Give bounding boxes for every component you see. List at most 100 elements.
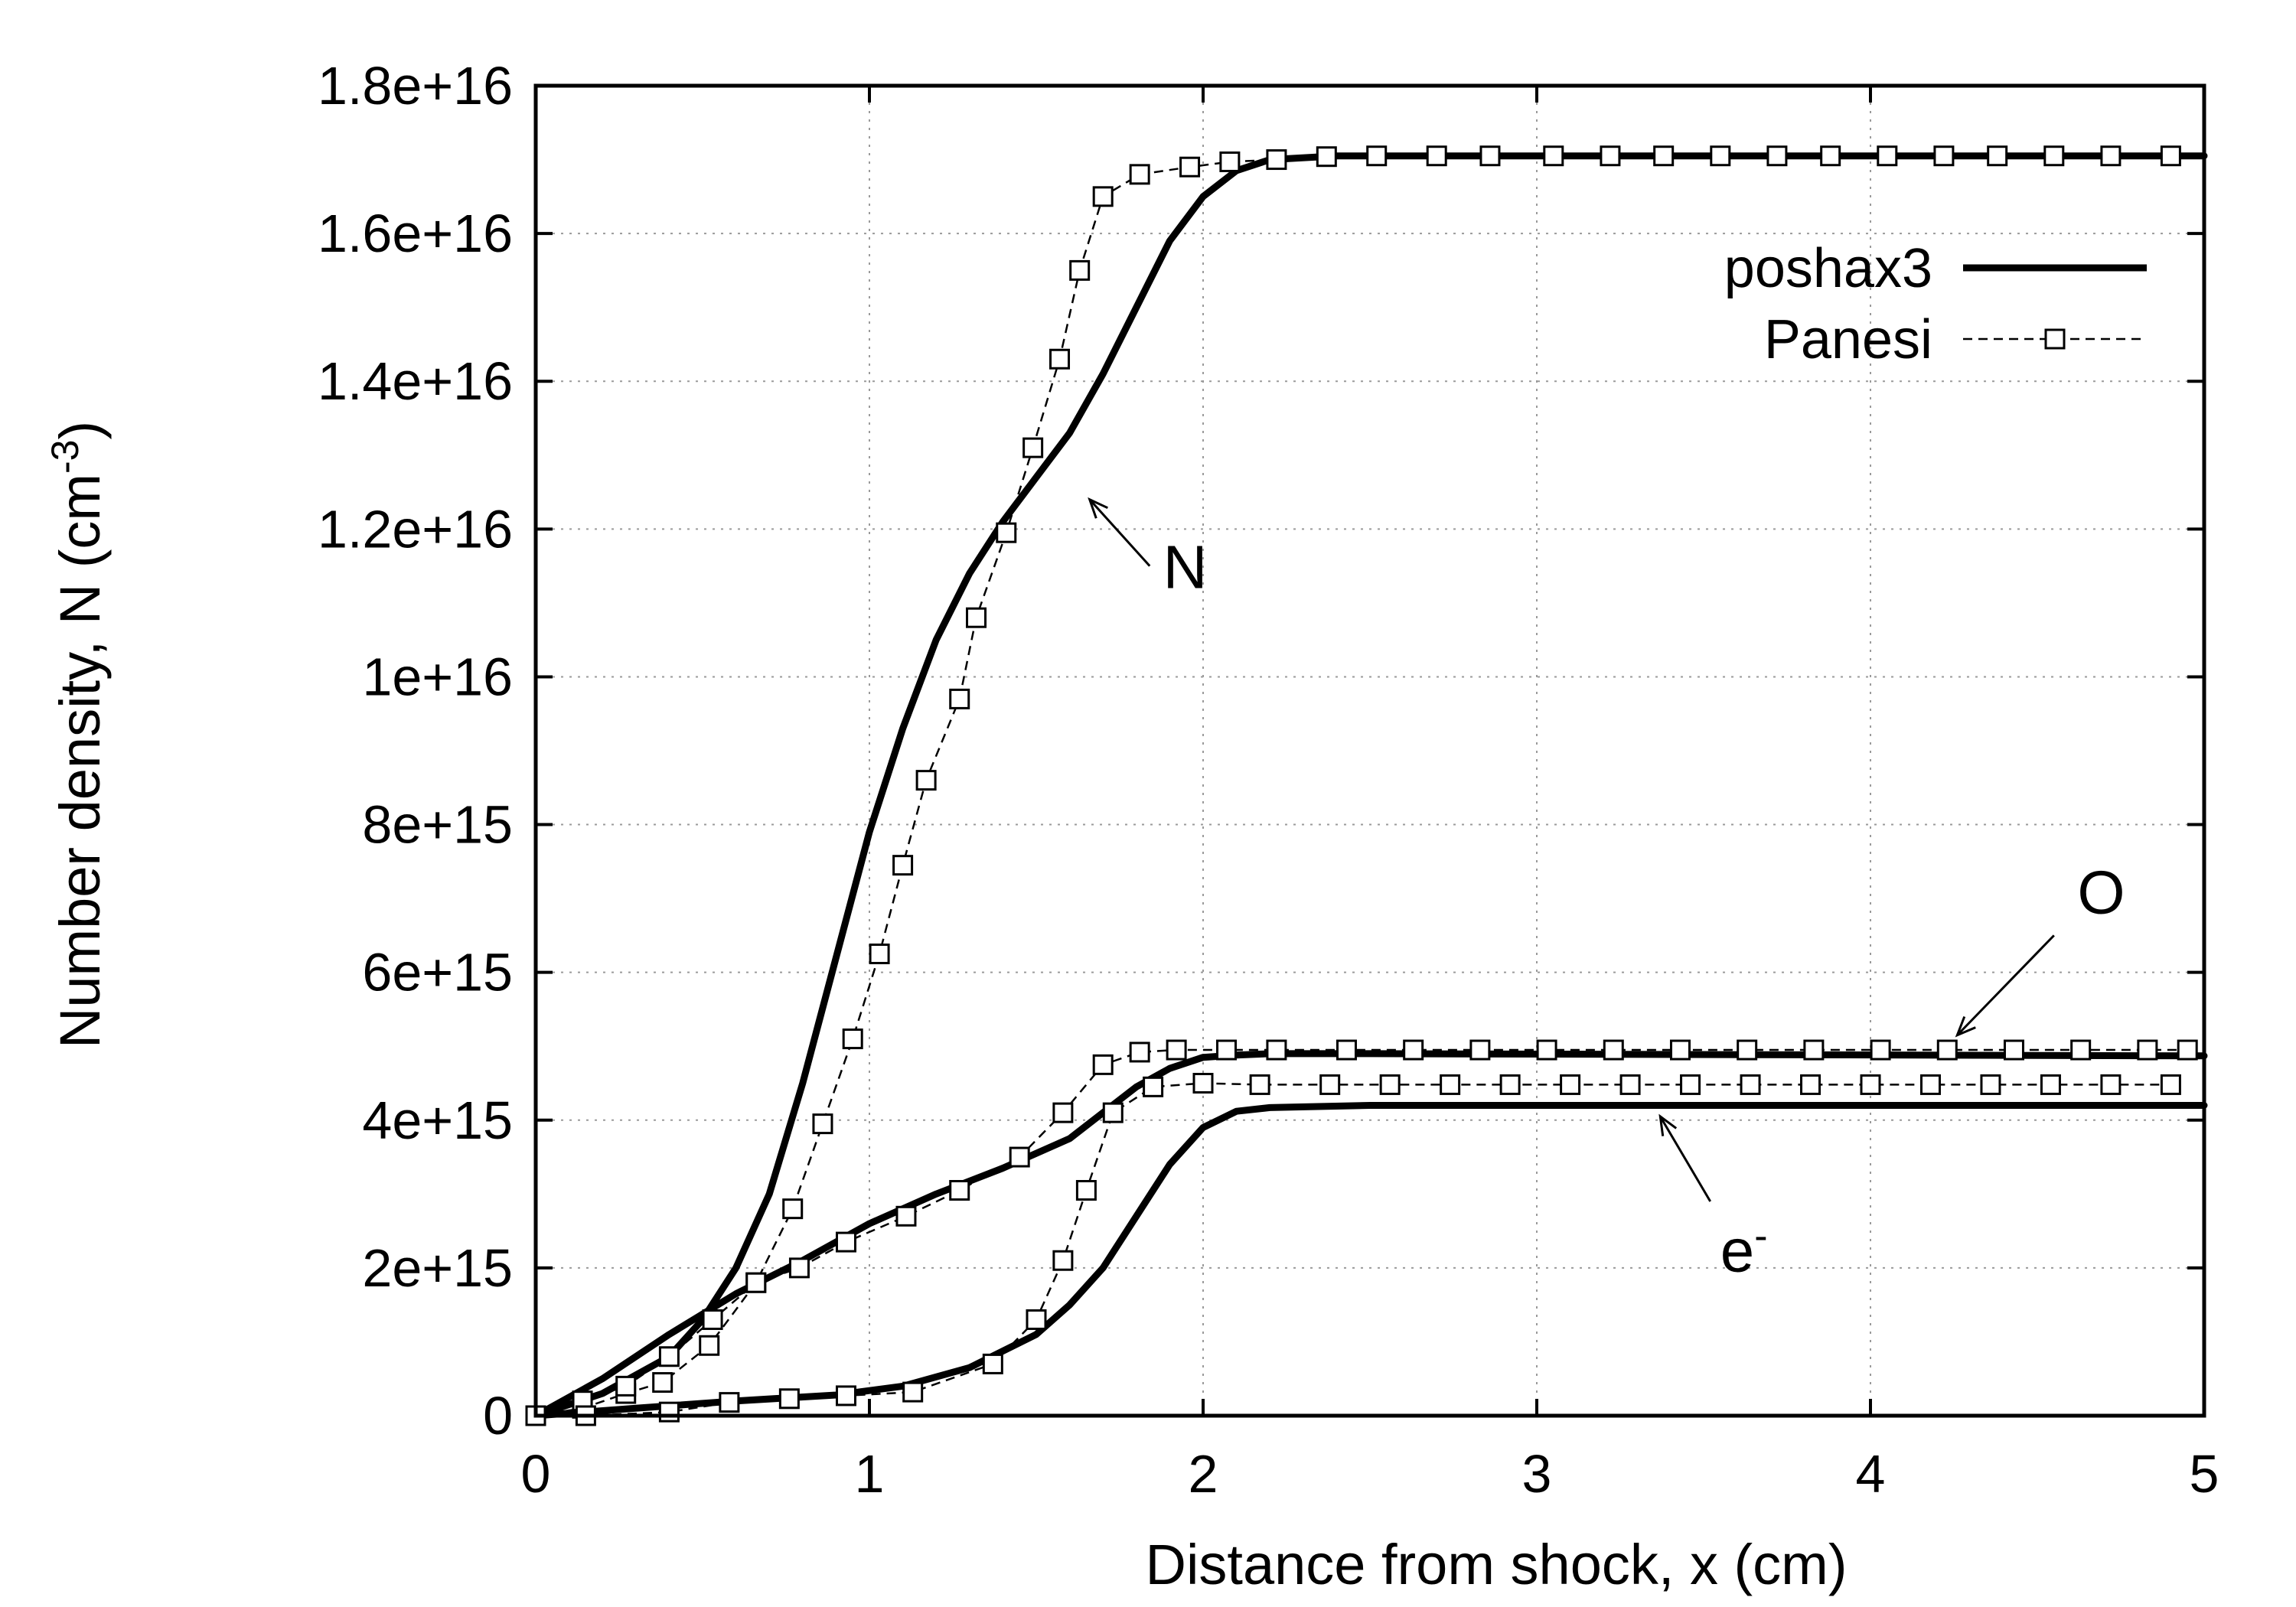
data-point-e-panesi [1075, 1180, 1097, 1201]
data-point-e-panesi [1860, 1074, 1881, 1095]
x-tick-label: 1 [855, 1444, 885, 1504]
data-point-n-panesi [1049, 348, 1071, 370]
data-point-n-panesi [869, 944, 890, 965]
data-point-o-panesi [1669, 1039, 1691, 1061]
y-tick-label: 8e+15 [362, 795, 513, 855]
y-tick-label: 1.4e+16 [318, 351, 513, 411]
x-tick-label: 3 [1522, 1444, 1552, 1504]
data-point-n-panesi [812, 1113, 833, 1135]
data-point-n-panesi [949, 688, 970, 709]
data-point-o-panesi [949, 1180, 970, 1201]
data-point-e-panesi [1740, 1074, 1761, 1095]
data-point-n-panesi [1179, 156, 1201, 178]
data-point-e-panesi [1192, 1073, 1214, 1094]
y-axis-title-main: Number density, N (cm [48, 474, 112, 1048]
data-point-o-panesi [745, 1272, 767, 1293]
y-axis-title-sup: -3 [44, 440, 86, 474]
data-point-e-panesi [1919, 1074, 1941, 1095]
annotation-arrow [1956, 934, 2055, 1036]
data-point-e-panesi [1319, 1074, 1341, 1095]
x-tick-label: 2 [1189, 1444, 1218, 1504]
x-tick-label: 5 [2190, 1444, 2219, 1504]
data-point-n-panesi [915, 770, 937, 791]
data-point-e-panesi [2100, 1074, 2122, 1095]
data-point-n-panesi [1022, 437, 1044, 458]
data-point-o-panesi [1803, 1039, 1825, 1061]
y-tick-label: 0 [483, 1386, 513, 1446]
data-point-o-panesi [702, 1309, 723, 1330]
data-point-e-panesi [835, 1385, 856, 1407]
data-point-o-panesi [835, 1231, 856, 1253]
data-point-o-panesi [1129, 1041, 1150, 1063]
data-point-e-panesi [2160, 1074, 2181, 1095]
data-point-n-panesi [652, 1372, 673, 1393]
series-line-e-poshax3 [532, 1102, 2208, 1420]
y-tick-label: 4e+15 [362, 1090, 513, 1150]
data-point-o-panesi [1266, 1039, 1287, 1061]
data-point-e-panesi [1499, 1074, 1521, 1095]
data-point-o-panesi [1336, 1039, 1357, 1061]
data-point-e-panesi [1980, 1074, 2001, 1095]
data-point-e-panesi [2040, 1074, 2061, 1095]
annotation-arrow [1088, 498, 1151, 567]
data-point-o-panesi [1403, 1039, 1424, 1061]
data-point-e-panesi [1026, 1309, 1047, 1330]
x-tick-label: 0 [521, 1444, 551, 1504]
data-point-n-panesi [1129, 164, 1150, 185]
annotation-label: e- [1720, 1214, 1768, 1285]
data-point-n-panesi [892, 855, 914, 876]
data-point-e-panesi [719, 1392, 740, 1413]
data-point-n-panesi [996, 522, 1017, 543]
data-point-n-panesi [1653, 145, 1675, 167]
data-point-e-panesi [1379, 1074, 1401, 1095]
data-point-n-panesi [1987, 145, 2008, 167]
data-point-e-panesi [1440, 1074, 1461, 1095]
data-point-e-panesi [778, 1388, 800, 1410]
data-point-n-panesi [2043, 145, 2065, 167]
annotation-arrowhead [1658, 1113, 1678, 1136]
tick-labels: 0 1 2 3 4 5 0 2e+15 4e+15 6e+15 8e+15 1e+16 1.2e+16 1… [318, 56, 2219, 1504]
annotation-arrow [1659, 1116, 1712, 1202]
legend-label-panesi: Panesi [1764, 309, 1932, 370]
data-point-o-panesi [658, 1346, 680, 1367]
y-axis-title-close: ) [48, 421, 112, 440]
series-layer [525, 145, 2208, 1426]
data-point-o-panesi [1737, 1039, 1758, 1061]
data-point-n-panesi [1266, 149, 1287, 171]
data-point-o-panesi [2003, 1039, 2024, 1061]
data-point-o-panesi [1469, 1039, 1491, 1061]
data-point-n-panesi [1092, 186, 1114, 207]
data-point-n-panesi [966, 607, 987, 628]
data-point-n-panesi [1600, 145, 1621, 167]
data-point-n-panesi [1877, 145, 1898, 167]
data-point-n-panesi [699, 1335, 720, 1356]
annotations: N Oe- [1088, 497, 2125, 1285]
data-point-e-panesi [1143, 1076, 1164, 1097]
y-tick-label: 1.6e+16 [318, 204, 513, 263]
data-point-e-panesi [1102, 1102, 1124, 1123]
data-point-n-panesi [1366, 145, 1388, 167]
data-point-o-panesi [895, 1205, 917, 1227]
plot-frame [533, 83, 2206, 1418]
legend-marker-panesi [2044, 328, 2066, 350]
data-point-e-panesi [1680, 1074, 1701, 1095]
data-point-n-panesi [1820, 145, 1841, 167]
annotation-label: N [1163, 533, 1208, 601]
data-point-e-panesi [902, 1381, 924, 1403]
data-point-e-panesi [658, 1401, 680, 1423]
data-point-n-panesi [1316, 146, 1337, 168]
data-point-e-panesi [1249, 1074, 1270, 1095]
y-tick-label: 6e+15 [362, 943, 513, 1002]
y-tick-label: 1.8e+16 [318, 56, 513, 116]
y-axis-title: Number density, N (cm-3) [44, 421, 112, 1048]
data-point-e-panesi [1560, 1074, 1581, 1095]
legend: poshax3 Panesi [1724, 238, 2147, 370]
annotation-arrowhead [1955, 1015, 1976, 1038]
grid-lines [536, 86, 2204, 1416]
data-point-e-panesi [982, 1353, 1003, 1374]
series-line-o-poshax3 [532, 1050, 2208, 1420]
legend-label-poshax3: poshax3 [1724, 238, 1932, 299]
data-point-n-panesi [1426, 145, 1447, 167]
data-point-e-panesi [1619, 1074, 1641, 1095]
data-point-e-panesi [1800, 1074, 1821, 1095]
